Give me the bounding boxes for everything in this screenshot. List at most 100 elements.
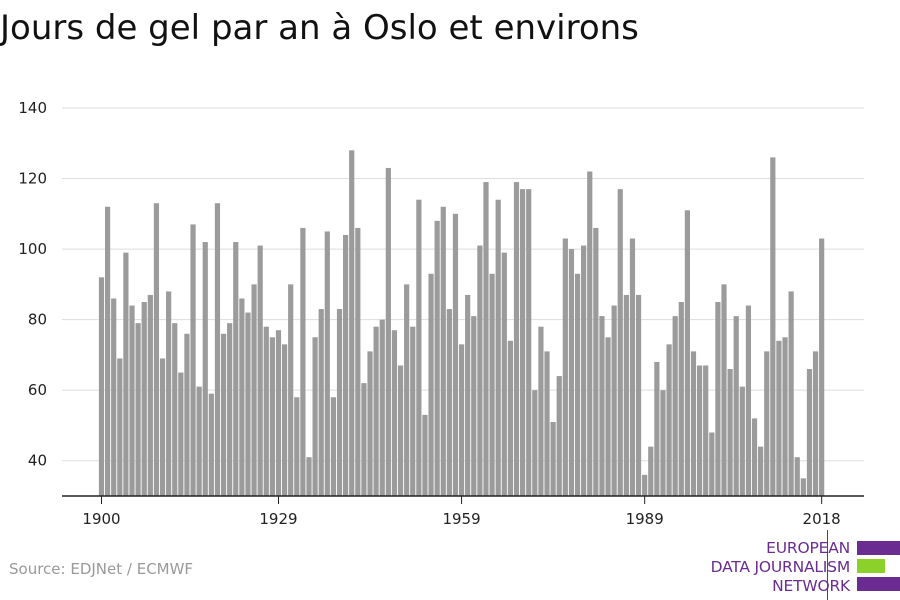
bar-1964	[489, 273, 495, 496]
bar-1935	[312, 337, 318, 496]
bar-1977	[568, 249, 575, 496]
bar-1907	[141, 302, 147, 496]
bar-1915	[190, 224, 196, 496]
bar-1920	[220, 333, 227, 496]
bar-2007	[751, 418, 758, 496]
bar-1902	[111, 298, 117, 496]
bar-1949	[397, 365, 404, 496]
bar-1947	[385, 167, 391, 496]
y-tick-label: 80	[28, 311, 47, 329]
bar-1962	[477, 245, 483, 496]
bar-2001	[715, 302, 721, 496]
y-tick-label: 60	[28, 381, 47, 399]
logo-bar-green	[857, 559, 885, 573]
bar-1929	[275, 330, 282, 496]
bar-1995	[678, 302, 684, 496]
bar-1928	[269, 337, 275, 496]
bar-1909	[153, 203, 160, 497]
bar-1932	[294, 397, 300, 496]
bar-1922	[233, 242, 239, 496]
logo-bar-purple-bottom	[857, 577, 900, 591]
bar-1917	[202, 242, 208, 496]
bar-1938	[330, 397, 337, 496]
source-note: Source: EDJNet / ECMWF	[9, 560, 194, 578]
bar-1974	[550, 421, 556, 496]
bar-1986	[623, 294, 629, 496]
bar-1936	[318, 309, 324, 496]
bar-1996	[684, 210, 690, 497]
bar-1984	[611, 305, 617, 496]
bar-1925	[251, 284, 257, 496]
bar-1900	[98, 277, 105, 496]
bar-1954	[428, 273, 434, 496]
bar-2005	[739, 386, 745, 496]
bar-1937	[324, 231, 330, 496]
bar-1973	[544, 351, 550, 496]
bar-2008	[758, 446, 764, 496]
bar-1972	[538, 326, 544, 496]
bar-1934	[306, 457, 312, 496]
bar-1940	[343, 234, 349, 497]
chart-title: Jours de gel par an à Oslo et environs	[0, 8, 639, 48]
bar-1956	[440, 206, 446, 496]
bar-2009	[764, 351, 770, 496]
bar-1948	[391, 330, 398, 496]
bar-1939	[336, 309, 343, 496]
bar-2011	[776, 340, 782, 496]
bar-1945	[373, 326, 379, 496]
bar-1930	[281, 344, 288, 496]
bar-1951	[410, 326, 416, 496]
y-axis-labels: 40 60 80 100 120 140	[18, 99, 47, 470]
bar-1908	[147, 294, 153, 496]
bar-1985	[617, 189, 623, 496]
bar-1924	[245, 312, 251, 496]
bar-1903	[117, 358, 123, 496]
bar-1927	[263, 326, 269, 496]
bar-1958	[452, 213, 459, 496]
bar-1998	[696, 365, 703, 496]
bar-1901	[105, 206, 111, 496]
bar-1997	[690, 351, 697, 496]
bar-1959	[458, 344, 465, 496]
bar-2017	[812, 351, 819, 496]
bar-1918	[208, 393, 214, 496]
bar-1967	[507, 340, 513, 496]
bar-1989	[642, 474, 648, 496]
bar-1912	[172, 323, 178, 496]
bar-2014	[794, 457, 800, 496]
bar-1961	[471, 316, 477, 496]
bar-1916	[196, 386, 202, 496]
x-tick-label: 1929	[259, 510, 297, 528]
bar-1942	[355, 227, 361, 496]
bar-1941	[349, 150, 355, 496]
bar-1963	[483, 182, 489, 496]
bar-1975	[556, 376, 562, 496]
bar-2000	[709, 432, 715, 496]
bar-1919	[214, 203, 221, 497]
x-axis-ticks: 1900 1929 1959 1989 2018	[82, 496, 841, 528]
bar-1914	[184, 333, 190, 496]
logo-line-data-journalism: DATA JOURNALISM	[710, 558, 851, 576]
bar-1905	[129, 305, 135, 496]
bar-1969	[520, 189, 526, 496]
bar-2018	[819, 238, 825, 496]
bar-2013	[788, 291, 794, 496]
edjnet-logo: EUROPEAN DATA JOURNALISM NETWORK	[700, 528, 900, 600]
bar-1931	[288, 284, 294, 496]
bar-1906	[135, 323, 141, 496]
bar-2015	[800, 478, 806, 496]
bar-1983	[605, 337, 611, 496]
bar-1987	[629, 238, 636, 496]
bar-1952	[416, 199, 422, 496]
bar-1991	[654, 361, 660, 496]
logo-line-european: EUROPEAN	[766, 539, 850, 557]
bar-1955	[434, 220, 440, 496]
logo-rule	[827, 530, 828, 600]
bar-1946	[379, 319, 385, 496]
bar-1965	[495, 199, 501, 496]
bar-2012	[782, 337, 788, 496]
bar-1988	[635, 294, 642, 496]
bar-1978	[574, 273, 581, 496]
bar-1957	[446, 309, 452, 496]
